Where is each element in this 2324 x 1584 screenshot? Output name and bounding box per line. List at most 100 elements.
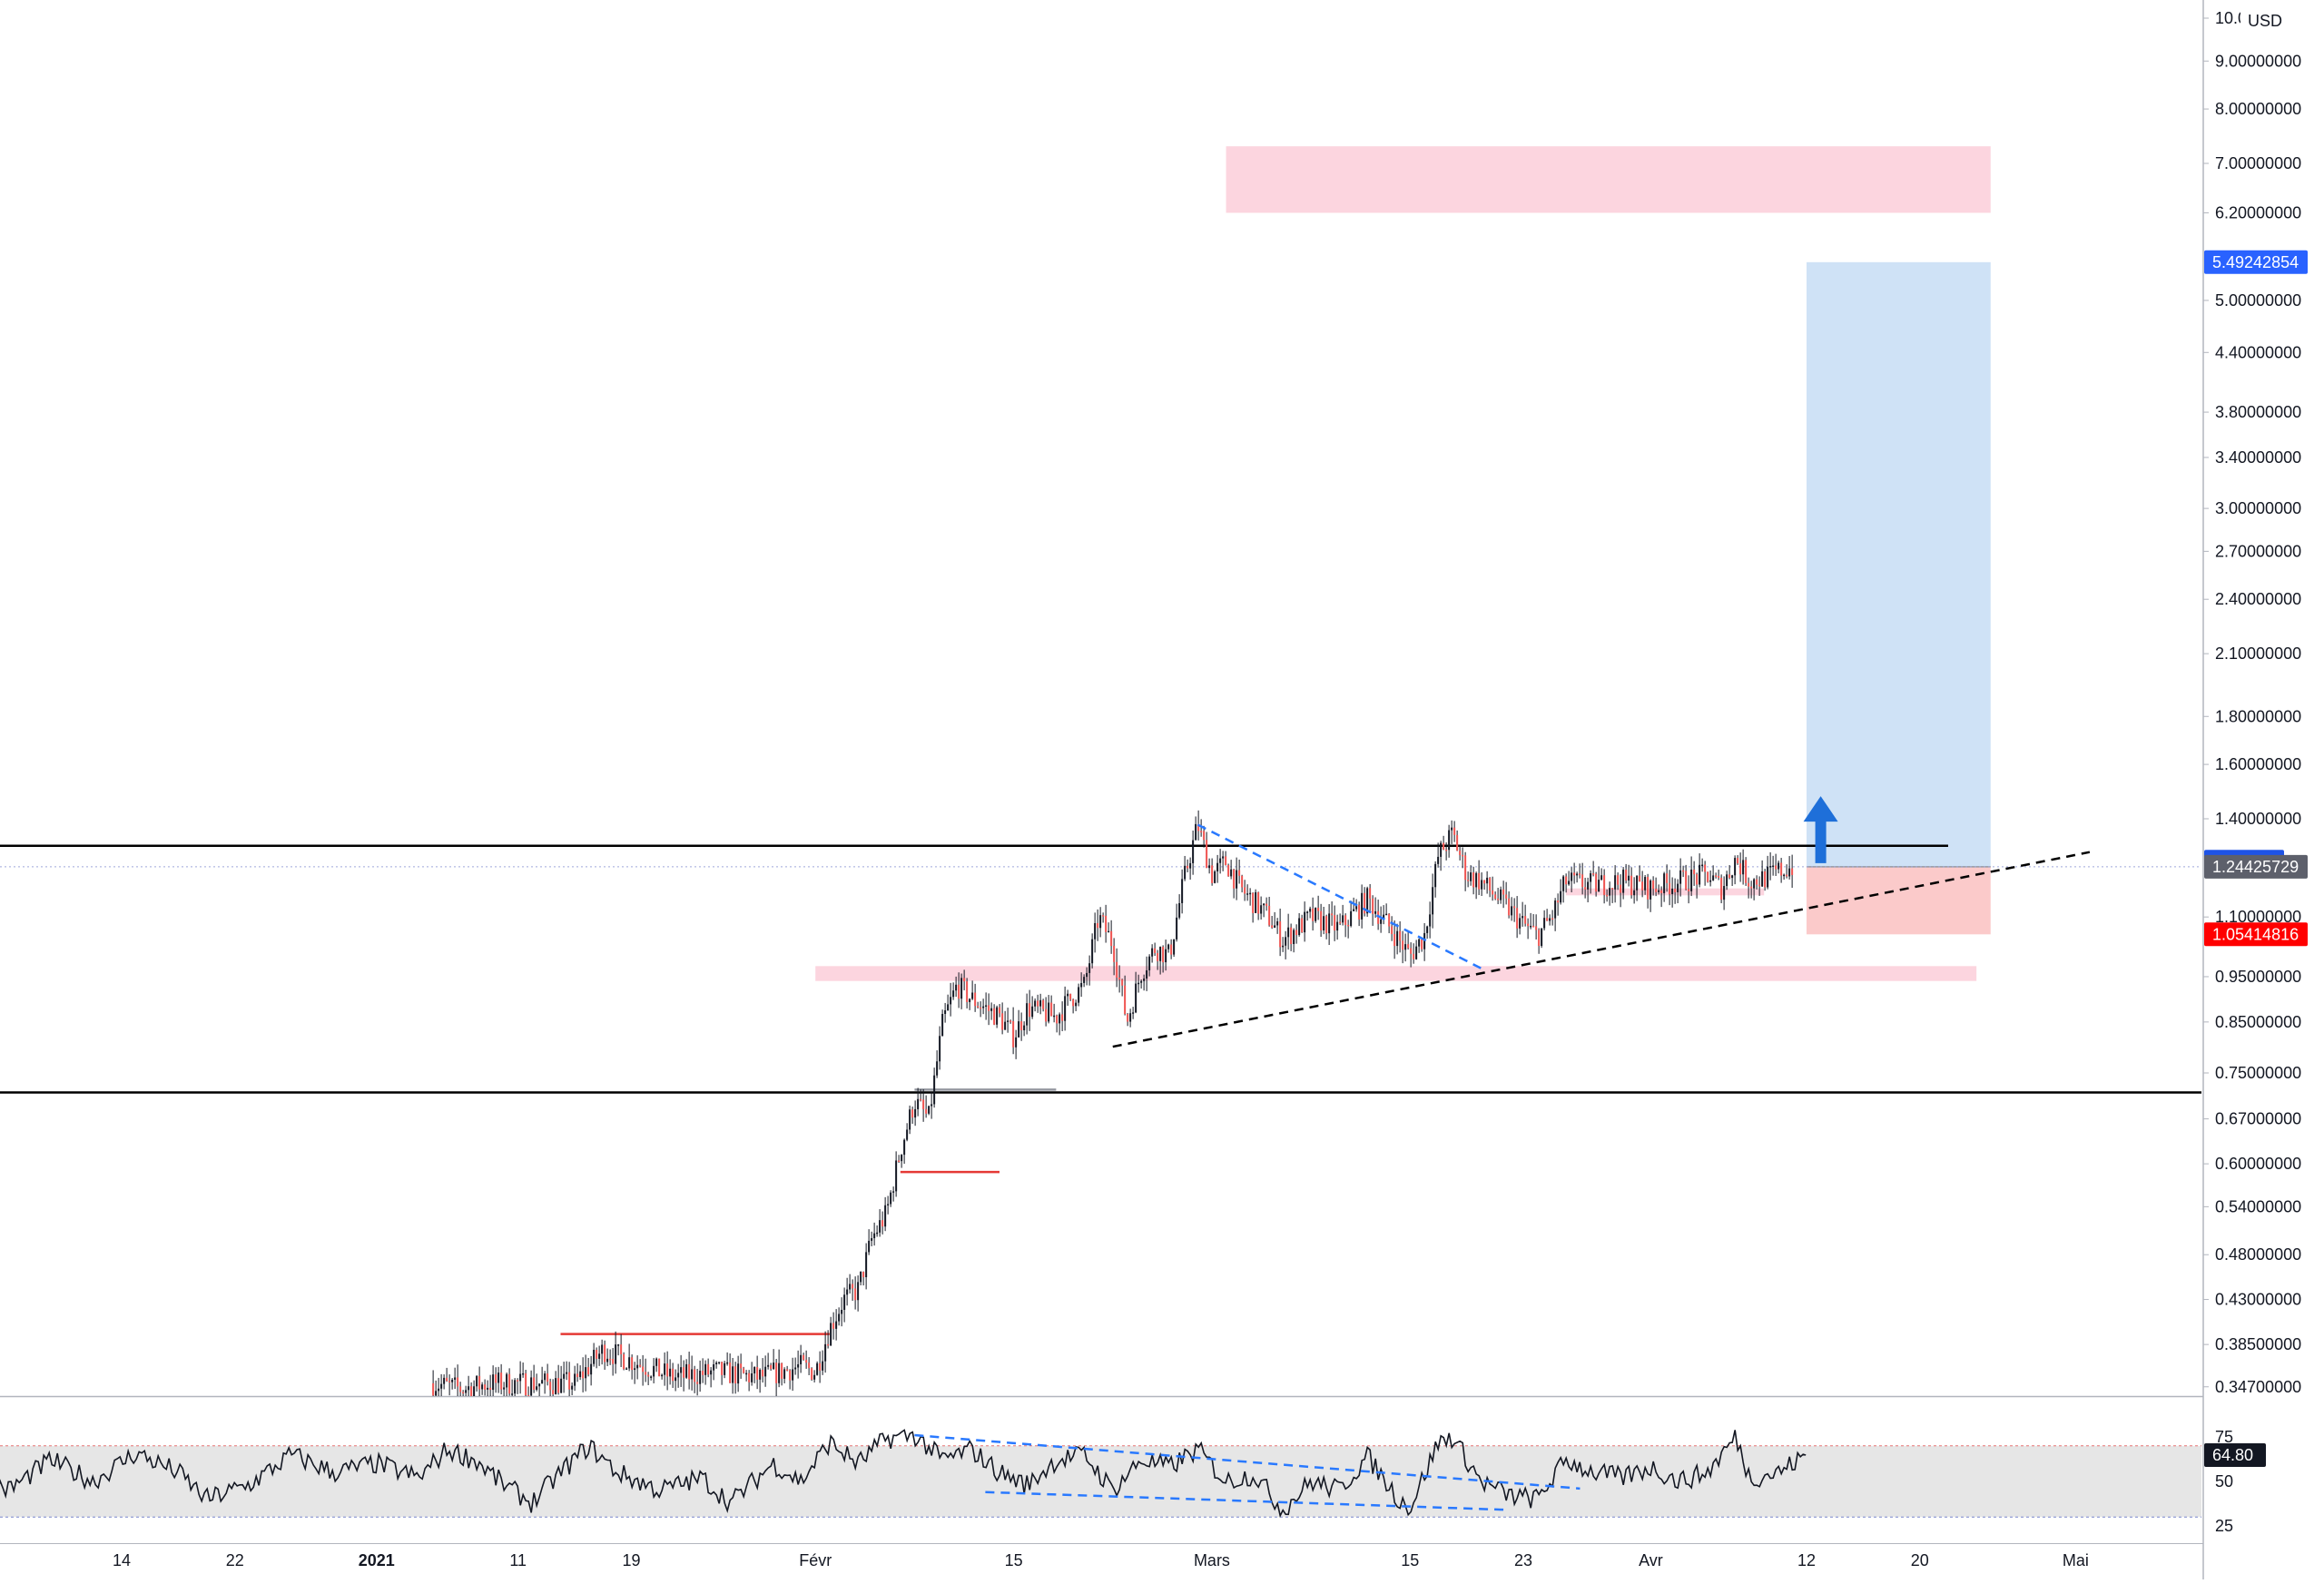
candle-body-107 [724,1363,726,1375]
candle-body-179 [920,1098,922,1101]
candle-body-417 [1568,881,1571,885]
candle-body-317 [1295,930,1298,936]
candle-body-53 [576,1373,579,1378]
candle-body-138 [808,1363,811,1369]
candle-body-56 [585,1367,587,1379]
candle-body-217 [1023,1025,1026,1031]
candle-body-158 [862,1271,865,1278]
candle-body-143 [822,1361,824,1371]
candle-body-87 [669,1368,672,1377]
candle-body-456 [1674,888,1677,892]
candle-body-393 [1502,889,1505,895]
candle-body-279 [1192,840,1195,863]
candle-body-297 [1241,875,1244,888]
candle-body-142 [819,1363,822,1371]
candle-body-493 [1775,865,1777,870]
candle-body-154 [852,1284,854,1289]
candle-body-49 [566,1372,568,1374]
candle-body-233 [1067,993,1069,997]
candle-body-483 [1748,882,1750,887]
y-tick-label-12: 2.10000000 [2215,644,2301,663]
candle-body-372 [1445,849,1448,851]
candle-body-446 [1647,877,1649,900]
candle-body-199 [974,992,977,1007]
candle-body-353 [1393,934,1396,947]
candle-body-403 [1530,925,1532,928]
candle-body-449 [1655,889,1658,892]
candle-body-5 [446,1377,448,1382]
candle-body-313 [1285,937,1287,946]
candle-body-174 [906,1129,909,1140]
candle-body-303 [1257,891,1260,914]
candle-body-108 [726,1362,729,1364]
candle-body-447 [1649,881,1652,900]
candle-body-137 [805,1359,808,1363]
candle-body-125 [773,1363,775,1370]
candle-body-260 [1140,980,1143,983]
candle-body-33 [522,1372,525,1375]
candle-body-1 [435,1391,438,1396]
candle-body-204 [988,1005,990,1011]
candle-body-267 [1159,947,1162,961]
candle-body-492 [1772,865,1775,868]
candle-body-265 [1154,948,1157,953]
candle-body-257 [1132,1012,1135,1014]
candle-body-40 [541,1380,544,1384]
candle-body-68 [617,1344,620,1346]
candle-body-423 [1584,887,1587,890]
candle-body-194 [960,978,963,999]
position-target-zone [1807,261,1991,867]
time-tick-label-9: 23 [1514,1551,1532,1569]
candle-body-255 [1127,1014,1129,1022]
candle-body-321 [1306,911,1309,913]
candle-body-439 [1628,875,1630,881]
candle-body-364 [1423,932,1426,949]
y-tick-label-25: 0.38500000 [2215,1335,2301,1353]
candle-body-496 [1783,874,1786,877]
y-tick-label-21: 0.60000000 [2215,1155,2301,1173]
candle-body-97 [696,1382,699,1384]
candle-body-286 [1211,865,1214,883]
candle-body-378 [1462,854,1464,857]
candle-body-288 [1216,862,1219,871]
candle-body-299 [1246,893,1249,895]
candle-body-410 [1549,918,1551,921]
candle-body-363 [1421,939,1423,949]
candle-body-59 [593,1350,596,1364]
candle-body-387 [1486,877,1489,884]
candle-body-6 [448,1381,451,1382]
candle-body-224 [1042,999,1045,1009]
candle-body-230 [1059,1014,1061,1024]
candle-body-28 [508,1373,511,1394]
candle-body-433 [1611,888,1614,890]
y-tick-label-15: 1.40000000 [2215,810,2301,828]
candle-body-312 [1282,945,1285,948]
candle-body-115 [745,1372,748,1375]
candle-body-442 [1636,875,1639,890]
y-tick-label-16: 1.10000000 [2215,908,2301,926]
candle-body-38 [536,1386,538,1390]
candle-body-63 [604,1344,606,1363]
candle-body-152 [846,1289,849,1295]
candle-body-256 [1129,1013,1132,1022]
candle-body-139 [811,1368,813,1380]
candle-body-339 [1355,904,1358,910]
candle-body-477 [1731,875,1734,879]
candle-body-18 [481,1384,484,1390]
candle-body-24 [497,1372,500,1383]
candle-body-374 [1451,827,1453,831]
candle-body-126 [775,1363,778,1383]
candle-body-320 [1304,911,1306,933]
candle-body-74 [634,1368,636,1371]
candle-body-497 [1786,874,1788,877]
candle-body-85 [664,1363,666,1375]
candle-body-406 [1538,930,1541,947]
candle-body-489 [1764,871,1767,888]
candle-body-236 [1075,1002,1078,1007]
candle-body-146 [830,1323,832,1346]
candle-body-422 [1581,874,1584,888]
candle-body-460 [1685,871,1688,890]
candle-body-402 [1527,923,1530,927]
candle-body-80 [650,1376,653,1378]
